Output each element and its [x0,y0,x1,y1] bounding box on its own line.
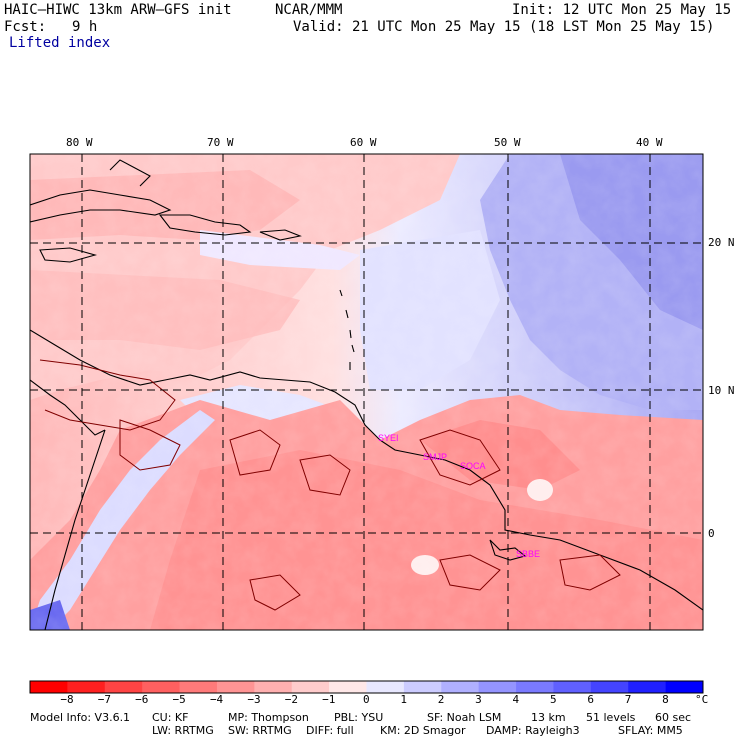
colorbar-tick-label: 6 [587,693,594,706]
colorbar-swatch [590,681,629,693]
colorbar-tick-label: −4 [209,693,224,706]
colorbar-tick-label: 2 [437,693,445,706]
mp-scheme: MP: Thompson [228,711,309,724]
colorbar-swatch [516,681,554,693]
coastlines [30,159,703,630]
grid-spacing: 13 km [531,711,566,724]
colorbar-swatch [216,681,255,693]
colorbar-unit: °C [695,693,709,706]
pbl-scheme: PBL: YSU [334,711,384,724]
diff-option: DIFF: full [306,724,354,737]
lat-label: 0 [708,527,715,540]
colorbar-swatch [104,681,143,693]
lon-label: 40 W [636,136,663,149]
levels: 51 levels [586,711,636,724]
colorbar-swatch [366,681,405,693]
lon-label: 80 W [66,136,93,149]
colorbar-tick-label: −7 [97,693,112,706]
colorbar-swatch [67,681,106,693]
colorbar-swatch [179,681,218,693]
colorbar-tick-label: −1 [322,693,336,706]
colorbar-tick-label: −5 [172,693,186,706]
lat-lon-grid [30,154,703,630]
lon-label: 70 W [207,136,234,149]
sf-scheme: SF: Noah LSM [427,711,502,724]
lw-scheme: LW: RRTMG [152,724,214,737]
colorbar-swatch [441,681,480,693]
field-name: Lifted index [9,35,111,51]
colorbar-swatch [254,681,293,693]
model-title: HAIC–HIWC 13km ARW–GFS init [4,2,232,18]
sw-scheme: SW: RRTMG [228,724,292,737]
colorbar-tick-label: 7 [624,693,632,706]
colorbar-tick-label: 5 [549,693,557,706]
colorbar-tick-label: −3 [247,693,261,706]
map-frame [29,153,704,631]
lat-label: 10 N [708,384,735,397]
colorbar-swatch [291,681,330,693]
km-option: KM: 2D Smagor [380,724,466,737]
lon-label: 60 W [350,136,377,149]
colorbar-swatch [478,681,517,693]
colorbar-tick-label: 3 [475,693,482,706]
colorbar-swatch [142,681,181,693]
station-label: SBBE [516,549,540,559]
timestep: 60 sec [655,711,692,724]
valid-time: Valid: 21 UTC Mon 25 May 15 (18 LST Mon … [293,19,715,35]
station-markers: SYEI SMJP SOCA SBBE [378,433,540,559]
lon-label: 50 W [494,136,521,149]
station-label: SYEI [378,433,399,443]
station-label: SOCA [460,461,486,471]
damp-option: DAMP: Rayleigh3 [486,724,580,737]
colorbar-tick-label: −8 [60,693,74,706]
colorbar-swatch [30,681,68,693]
station-label: SMJP [423,452,447,462]
colorbar [29,680,704,694]
contours [39,359,621,611]
colorbar-frame [29,680,704,694]
colorbar-swatch [628,681,667,693]
colorbar-tick-label: 8 [662,693,669,706]
model-info: Model Info: V3.6.1 [30,711,131,724]
colorbar-tick-label: −2 [284,693,298,706]
forecast-label: Fcst: [4,19,47,35]
colorbar-swatch [665,681,704,693]
lat-label: 20 N [708,236,735,249]
sflay-option: SFLAY: MM5 [618,724,683,737]
colorbar-tick-label: 4 [512,693,520,706]
colorbar-swatch [553,681,592,693]
init-time: Init: 12 UTC Mon 25 May 15 [512,2,732,18]
cu-scheme: CU: KF [152,711,189,724]
org-label: NCAR/MMM [275,2,343,18]
colorbar-tick-label: 0 [363,693,370,706]
forecast-hour: 9 h [72,19,98,35]
colorbar-swatch [403,681,442,693]
colorbar-swatch [329,681,367,693]
colorbar-tick-label: 1 [400,693,407,706]
colorbar-tick-label: −6 [135,693,149,706]
field-texture [30,154,703,630]
